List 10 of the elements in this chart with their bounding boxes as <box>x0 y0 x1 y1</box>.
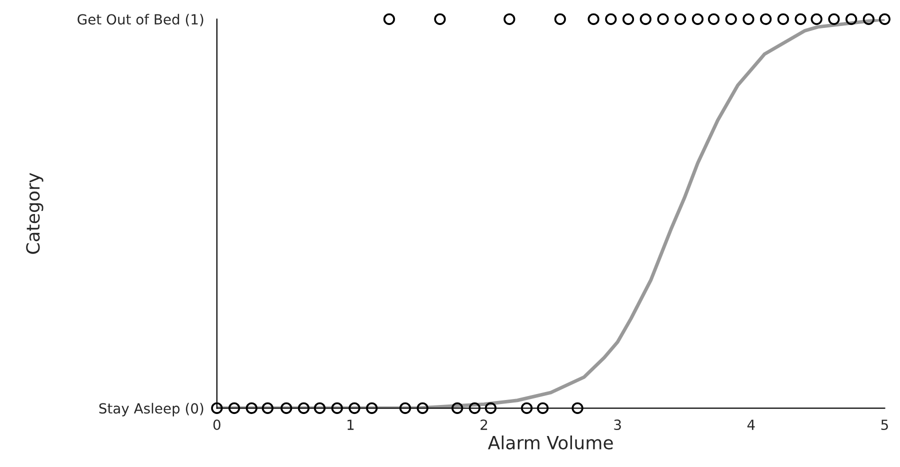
x-tick-label: 3 <box>614 420 621 430</box>
x-tick-label: 0 <box>213 420 220 430</box>
x-tick-label: 1 <box>348 420 354 430</box>
y-tick-label: Stay Asleep (0) <box>99 402 204 416</box>
y-axis-title: Category <box>26 172 44 254</box>
x-axis-title: Alarm Volume <box>488 435 613 450</box>
x-tick-label: 2 <box>480 420 488 430</box>
y-tick-label: Get Out of Bed (1) <box>78 14 204 26</box>
x-tick-label: 5 <box>881 420 888 430</box>
x-tick-label: 4 <box>747 420 755 430</box>
